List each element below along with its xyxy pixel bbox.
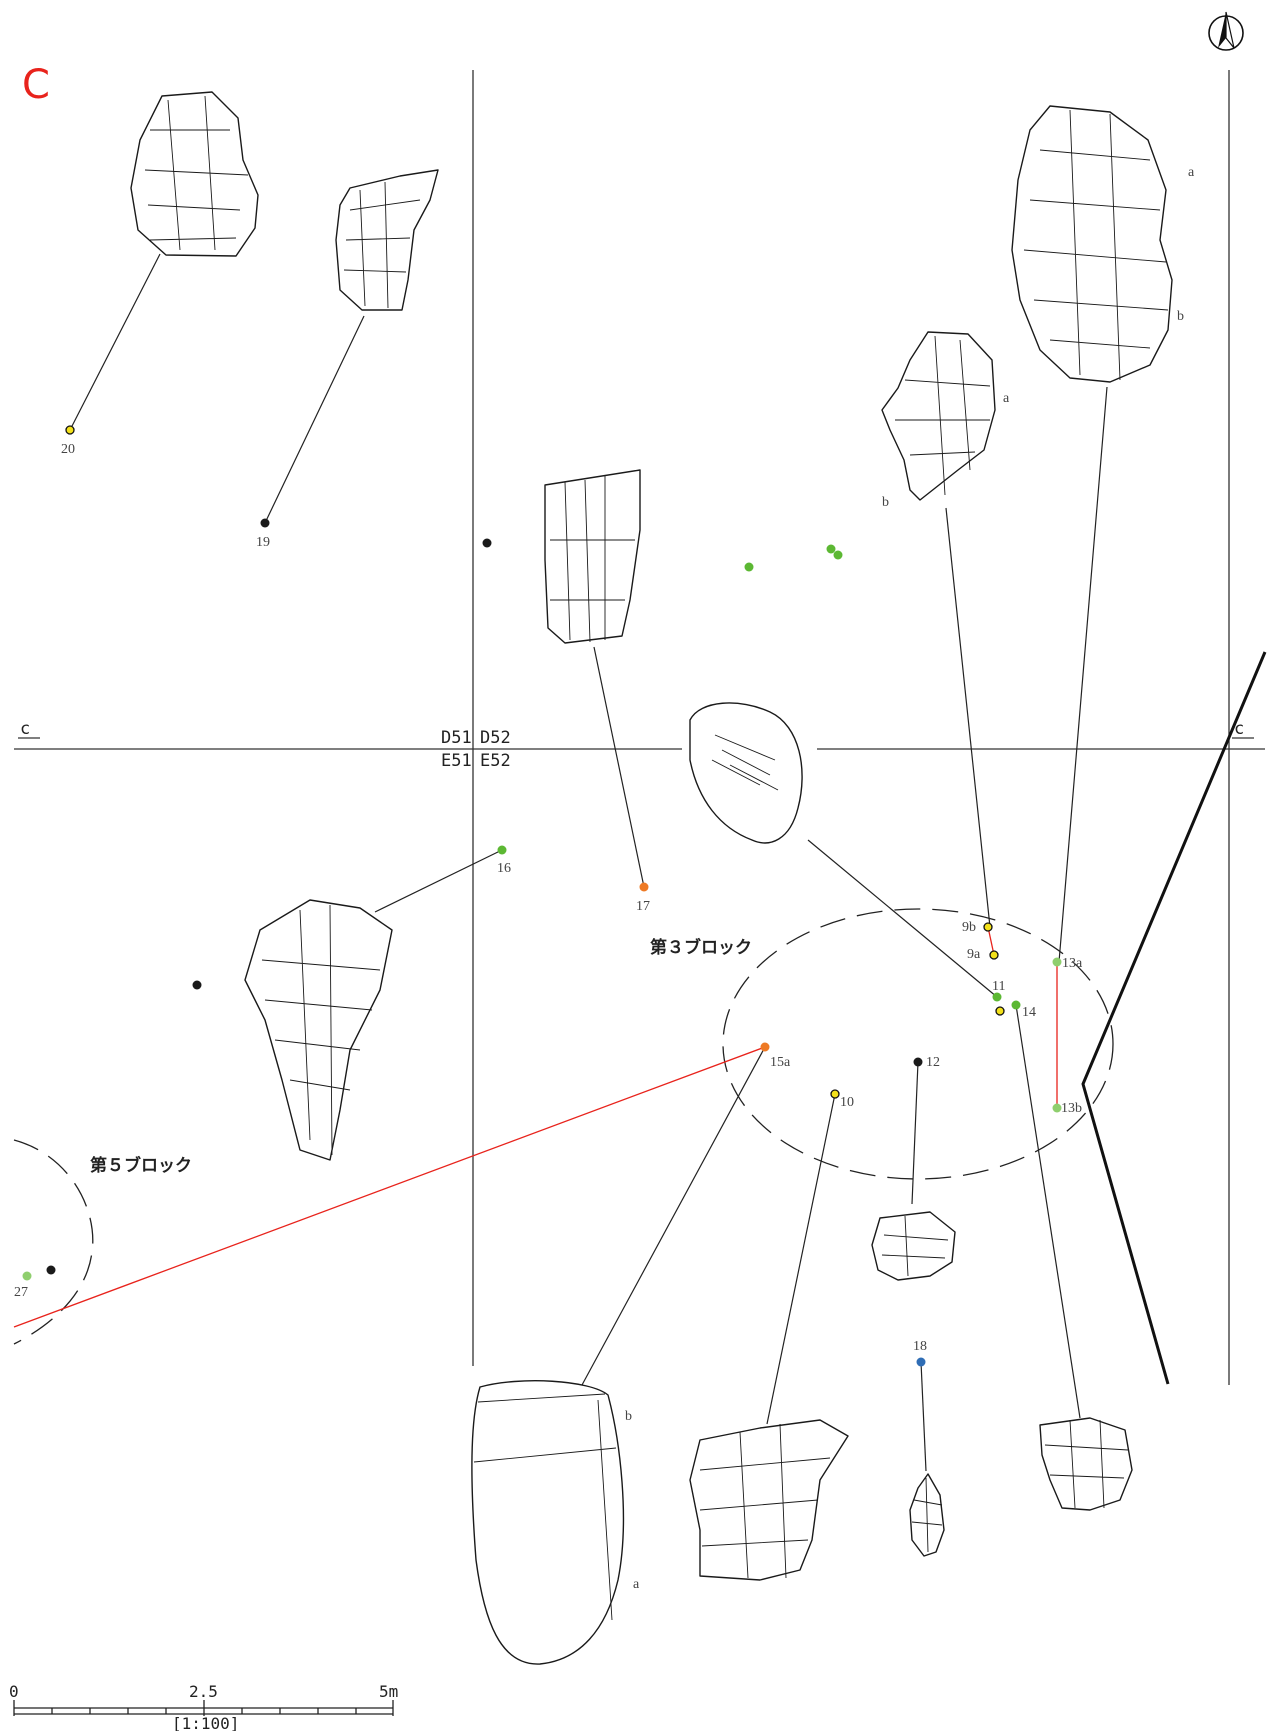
leader-10 bbox=[766, 1093, 836, 1425]
artifact-13 bbox=[1011, 105, 1173, 383]
point-15a bbox=[760, 1042, 770, 1052]
artifact-9 bbox=[881, 331, 996, 501]
excavation-boundary bbox=[1081, 651, 1267, 1385]
scale-label-2-5: 2.5 bbox=[189, 1682, 218, 1701]
point-label-12: 12 bbox=[926, 1055, 940, 1070]
artifact-16 bbox=[244, 899, 393, 1161]
leader-lines bbox=[69, 253, 1108, 1472]
leader-9 bbox=[945, 507, 991, 928]
leader-13 bbox=[1058, 386, 1108, 963]
block-5-outline bbox=[13, 1139, 94, 1345]
block-3-outline bbox=[722, 908, 1114, 1180]
point-14 bbox=[1011, 1000, 1021, 1010]
leader-14 bbox=[1015, 1004, 1081, 1419]
point-12 bbox=[913, 1057, 923, 1067]
point-label-11: 11 bbox=[992, 979, 1005, 994]
point-13a bbox=[1052, 957, 1062, 967]
point-unnumbered-3 bbox=[826, 544, 836, 554]
artifact-20 bbox=[130, 91, 259, 257]
grid-label-e51: E51 bbox=[441, 751, 472, 771]
point-label-27: 27 bbox=[14, 1285, 28, 1300]
point-label-19: 19 bbox=[256, 535, 270, 550]
section-mark-right: c bbox=[1234, 719, 1244, 739]
artifact-19 bbox=[335, 169, 439, 311]
point-unnumbered-6 bbox=[995, 1006, 1005, 1016]
artifact-13-part-b: b bbox=[1177, 309, 1184, 324]
artifact-17 bbox=[544, 469, 641, 644]
section-mark-left: c bbox=[20, 719, 30, 739]
point-label-17: 17 bbox=[636, 899, 650, 914]
point-11 bbox=[992, 992, 1002, 1002]
point-13b bbox=[1052, 1103, 1062, 1113]
artifact-14 bbox=[1039, 1417, 1133, 1511]
point-label-13a: 13a bbox=[1062, 956, 1083, 971]
artifact-15 bbox=[471, 1380, 625, 1665]
point-label-13b: 13b bbox=[1061, 1101, 1082, 1116]
scale-ratio: [1:100] bbox=[172, 1714, 239, 1731]
point-27 bbox=[22, 1271, 32, 1281]
point-unnumbered-4 bbox=[833, 550, 843, 560]
leader-19 bbox=[264, 315, 365, 524]
scale-label-5m: 5m bbox=[379, 1682, 398, 1701]
artifact-11 bbox=[689, 702, 803, 844]
point-unnumbered-7 bbox=[46, 1265, 56, 1275]
leader-11 bbox=[807, 839, 998, 998]
find-points bbox=[22, 425, 1062, 1367]
artifact-10 bbox=[689, 1419, 849, 1581]
point-label-16: 16 bbox=[497, 861, 511, 876]
leader-18 bbox=[920, 1361, 927, 1472]
point-label-10: 10 bbox=[840, 1095, 854, 1110]
point-label-20: 20 bbox=[61, 442, 75, 457]
point-label-18: 18 bbox=[913, 1339, 927, 1354]
point-20 bbox=[65, 425, 75, 435]
grid-label-e52: E52 bbox=[480, 751, 511, 771]
north-arrow-icon bbox=[1208, 11, 1244, 51]
point-unnumbered-2 bbox=[744, 562, 754, 572]
refit-line-15 bbox=[13, 1046, 766, 1328]
point-label-15a: 15a bbox=[770, 1055, 791, 1070]
point-9b bbox=[983, 922, 993, 932]
point-17 bbox=[639, 882, 649, 892]
point-label-9b: 9b bbox=[962, 920, 976, 935]
artifact-13-part-a: a bbox=[1188, 165, 1195, 180]
artifact-9-part-a: a bbox=[1003, 391, 1010, 406]
point-19 bbox=[260, 518, 270, 528]
scale-label-0: 0 bbox=[9, 1682, 19, 1701]
leader-16 bbox=[374, 849, 503, 913]
block-3-label: 第３ブロック bbox=[650, 937, 752, 958]
leader-15 bbox=[581, 1046, 766, 1386]
leader-20 bbox=[69, 253, 161, 431]
point-16 bbox=[497, 845, 507, 855]
artifact-12 bbox=[871, 1211, 956, 1281]
point-18 bbox=[916, 1357, 926, 1367]
refit-line-9 bbox=[987, 926, 995, 956]
point-9a bbox=[989, 950, 999, 960]
grid-label-d52: D52 bbox=[480, 728, 511, 748]
artifact-18 bbox=[909, 1473, 945, 1557]
grid-lines bbox=[14, 70, 1265, 1385]
grid-label-d51: D51 bbox=[441, 728, 472, 748]
artifact-9-part-b: b bbox=[882, 495, 889, 510]
point-unnumbered-5 bbox=[192, 980, 202, 990]
leader-12 bbox=[911, 1061, 919, 1205]
point-label-9a: 9a bbox=[967, 947, 981, 962]
point-unnumbered-1 bbox=[482, 538, 492, 548]
scale-bar bbox=[13, 1700, 394, 1716]
section-title: C bbox=[22, 62, 50, 108]
block-5-label: 第５ブロック bbox=[90, 1155, 192, 1176]
leader-17 bbox=[593, 646, 645, 888]
artifact-15-part-a: a bbox=[633, 1577, 640, 1592]
point-10 bbox=[830, 1089, 840, 1099]
artifact-15-part-b: b bbox=[625, 1409, 632, 1424]
refit-lines bbox=[13, 926, 1058, 1328]
point-label-14: 14 bbox=[1022, 1005, 1036, 1020]
